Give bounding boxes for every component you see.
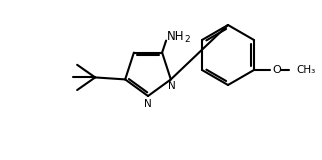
Text: N: N bbox=[144, 99, 152, 109]
Text: 2: 2 bbox=[184, 35, 190, 44]
Text: CH₃: CH₃ bbox=[296, 65, 315, 75]
Text: O: O bbox=[273, 65, 281, 75]
Text: NH: NH bbox=[167, 30, 185, 43]
Text: N: N bbox=[168, 81, 176, 91]
